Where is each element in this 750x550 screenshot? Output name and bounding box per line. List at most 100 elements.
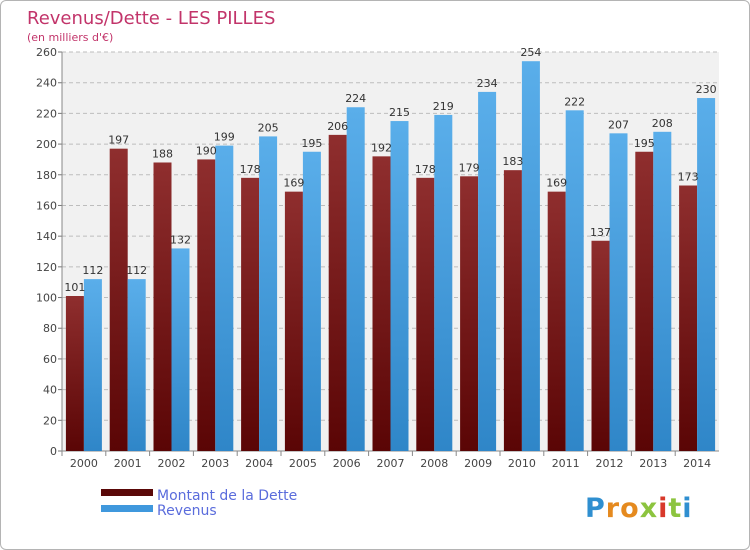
bar-debt xyxy=(284,191,303,451)
data-label-revenus: 199 xyxy=(214,131,235,144)
bar-debt xyxy=(65,296,84,451)
data-label-revenus: 205 xyxy=(258,121,279,134)
data-label-revenus: 230 xyxy=(696,83,717,96)
data-label-debt: 178 xyxy=(415,163,436,176)
data-label-debt: 188 xyxy=(152,147,173,160)
bar-revenus xyxy=(521,61,540,451)
data-label-debt: 169 xyxy=(283,177,304,190)
y-tick-label: 120 xyxy=(36,261,57,274)
data-label-revenus: 234 xyxy=(477,77,498,90)
bar-revenus xyxy=(478,91,497,452)
data-label-debt: 179 xyxy=(459,161,480,174)
proxiti-logo: Proxiti xyxy=(585,493,693,524)
data-label-debt: 169 xyxy=(546,177,567,190)
legend-label-revenus: Revenus xyxy=(157,503,217,519)
bar-debt xyxy=(679,185,698,451)
bar-revenus xyxy=(83,279,102,451)
bar-debt xyxy=(635,151,654,451)
bar-revenus xyxy=(171,248,190,451)
data-label-revenus: 219 xyxy=(433,100,454,113)
data-label-revenus: 222 xyxy=(564,95,585,108)
data-label-revenus: 208 xyxy=(652,117,673,130)
y-tick-label: 260 xyxy=(36,46,57,59)
data-label-debt: 137 xyxy=(590,226,611,239)
y-tick-label: 60 xyxy=(43,353,57,366)
bar-debt xyxy=(547,191,566,451)
y-tick-label: 160 xyxy=(36,199,57,212)
bar-revenus xyxy=(215,145,234,451)
bar-revenus xyxy=(609,133,628,452)
data-label-revenus: 224 xyxy=(345,92,366,105)
chart-subtitle: (en milliers d'€) xyxy=(27,31,113,44)
bar-revenus xyxy=(390,121,409,452)
legend-swatch-revenus xyxy=(101,505,153,512)
bar-debt xyxy=(460,176,479,452)
x-tick-label: 2007 xyxy=(377,457,405,470)
bar-debt xyxy=(591,240,610,451)
bar-debt xyxy=(503,170,522,451)
data-label-revenus: 215 xyxy=(389,106,410,119)
data-label-revenus: 132 xyxy=(170,233,191,246)
x-tick-label: 2004 xyxy=(245,457,273,470)
legend-swatch-debt xyxy=(101,489,153,496)
x-tick-label: 2002 xyxy=(158,457,186,470)
data-label-debt: 183 xyxy=(502,155,523,168)
x-tick-label: 2011 xyxy=(552,457,580,470)
data-label-revenus: 112 xyxy=(82,264,103,277)
x-tick-label: 2012 xyxy=(596,457,624,470)
x-tick-label: 2009 xyxy=(464,457,492,470)
bar-debt xyxy=(109,148,128,451)
data-label-debt: 197 xyxy=(108,134,129,147)
data-label-debt: 206 xyxy=(327,120,348,133)
bar-debt xyxy=(197,159,216,451)
bar-revenus xyxy=(653,131,672,452)
x-tick-label: 2001 xyxy=(114,457,142,470)
y-tick-label: 140 xyxy=(36,230,57,243)
data-label-debt: 178 xyxy=(240,163,261,176)
x-tick-label: 2006 xyxy=(333,457,361,470)
data-label-revenus: 195 xyxy=(301,137,322,150)
y-tick-label: 180 xyxy=(36,169,57,182)
bar-revenus xyxy=(697,98,716,452)
bar-debt xyxy=(328,134,347,451)
bar-debt xyxy=(372,156,391,451)
bar-debt xyxy=(416,177,435,452)
chart-title: Revenus/Dette - LES PILLES xyxy=(27,8,275,29)
x-tick-label: 2003 xyxy=(201,457,229,470)
bar-revenus xyxy=(127,279,146,451)
y-tick-label: 0 xyxy=(50,445,57,458)
data-label-debt: 173 xyxy=(678,171,699,184)
y-tick-label: 100 xyxy=(36,292,57,305)
y-tick-label: 20 xyxy=(43,414,57,427)
logo-text: Proxiti xyxy=(585,493,693,524)
x-tick-label: 2008 xyxy=(420,457,448,470)
bar-revenus xyxy=(346,107,365,451)
data-label-debt: 195 xyxy=(634,137,655,150)
data-label-debt: 192 xyxy=(371,141,392,154)
data-label-revenus: 112 xyxy=(126,264,147,277)
bar-revenus xyxy=(565,110,584,452)
y-tick-label: 40 xyxy=(43,384,57,397)
y-tick-label: 240 xyxy=(36,77,57,90)
x-tick-label: 2010 xyxy=(508,457,536,470)
data-label-debt: 190 xyxy=(196,144,217,157)
data-label-revenus: 207 xyxy=(608,118,629,131)
data-label-revenus: 254 xyxy=(520,46,541,59)
x-tick-label: 2005 xyxy=(289,457,317,470)
y-tick-label: 200 xyxy=(36,138,57,151)
bar-debt xyxy=(241,177,260,452)
x-tick-label: 2014 xyxy=(683,457,711,470)
bar-debt xyxy=(153,162,172,451)
legend-label-debt: Montant de la Dette xyxy=(157,488,297,504)
bar-revenus xyxy=(259,136,278,451)
x-tick-label: 2000 xyxy=(70,457,98,470)
legend: Montant de la Dette Revenus xyxy=(101,488,297,519)
y-tick-label: 220 xyxy=(36,107,57,120)
y-tick-label: 80 xyxy=(43,322,57,335)
data-label-debt: 101 xyxy=(64,281,85,294)
bar-revenus xyxy=(434,114,453,452)
bar-revenus xyxy=(302,151,321,451)
x-tick-label: 2013 xyxy=(639,457,667,470)
